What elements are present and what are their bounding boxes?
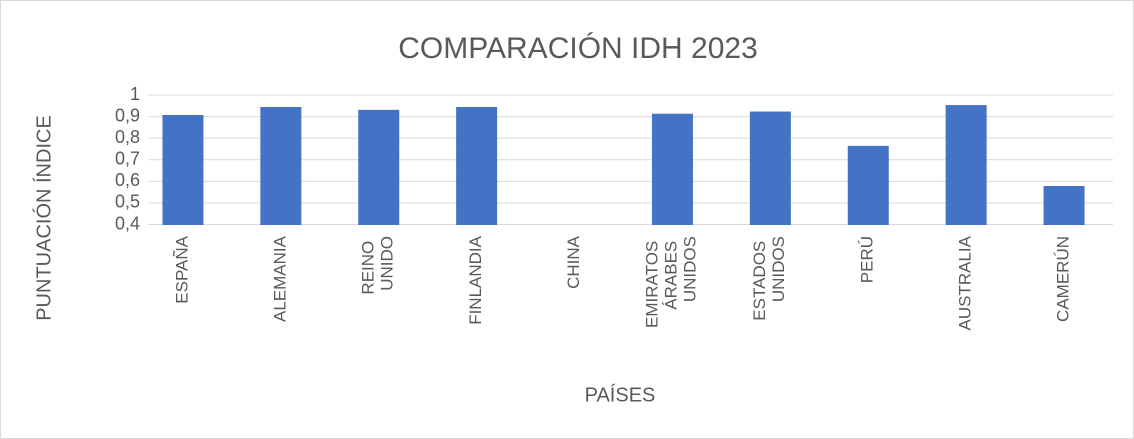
x-tick-label: EMIRATOS ÁRABES UNIDOS <box>643 236 700 328</box>
x-tick-label: REINO UNIDO <box>359 236 397 295</box>
bar <box>358 109 400 225</box>
y-tick-label: 0,9 <box>115 105 140 125</box>
x-axis-label: PAÍSES <box>585 383 656 406</box>
x-tick-label: CHINA <box>564 235 583 289</box>
bar <box>260 107 302 225</box>
y-tick-label: 0,4 <box>115 213 140 233</box>
y-tick-label: 0,6 <box>115 170 140 190</box>
y-axis-label: PUNTUACIÓN ÍNDICE <box>32 115 55 321</box>
y-tick-label: 0,5 <box>115 192 140 212</box>
bar <box>1043 186 1085 226</box>
chart-title: COMPARACIÓN IDH 2023 <box>398 32 758 65</box>
y-tick-label: 0,7 <box>115 149 140 169</box>
x-tick-label: ESTADOS UNIDOS <box>750 236 788 321</box>
bar <box>847 145 889 225</box>
x-tick-label: CAMERÚN <box>1054 236 1073 322</box>
x-tick-label: ESPAÑA <box>172 235 191 303</box>
y-tick-label: 1 <box>130 84 140 104</box>
bar <box>456 107 498 225</box>
bar <box>651 113 693 225</box>
x-tick-label: PERÚ <box>858 236 877 283</box>
y-tick-label: 0,8 <box>115 127 140 147</box>
bar <box>749 111 791 225</box>
x-tick-label: ALEMANIA <box>270 235 289 322</box>
bar <box>162 115 204 225</box>
bar <box>945 105 987 225</box>
x-tick-label: AUSTRALIA <box>956 235 975 330</box>
x-tick-label: FINLANDIA <box>466 235 485 324</box>
